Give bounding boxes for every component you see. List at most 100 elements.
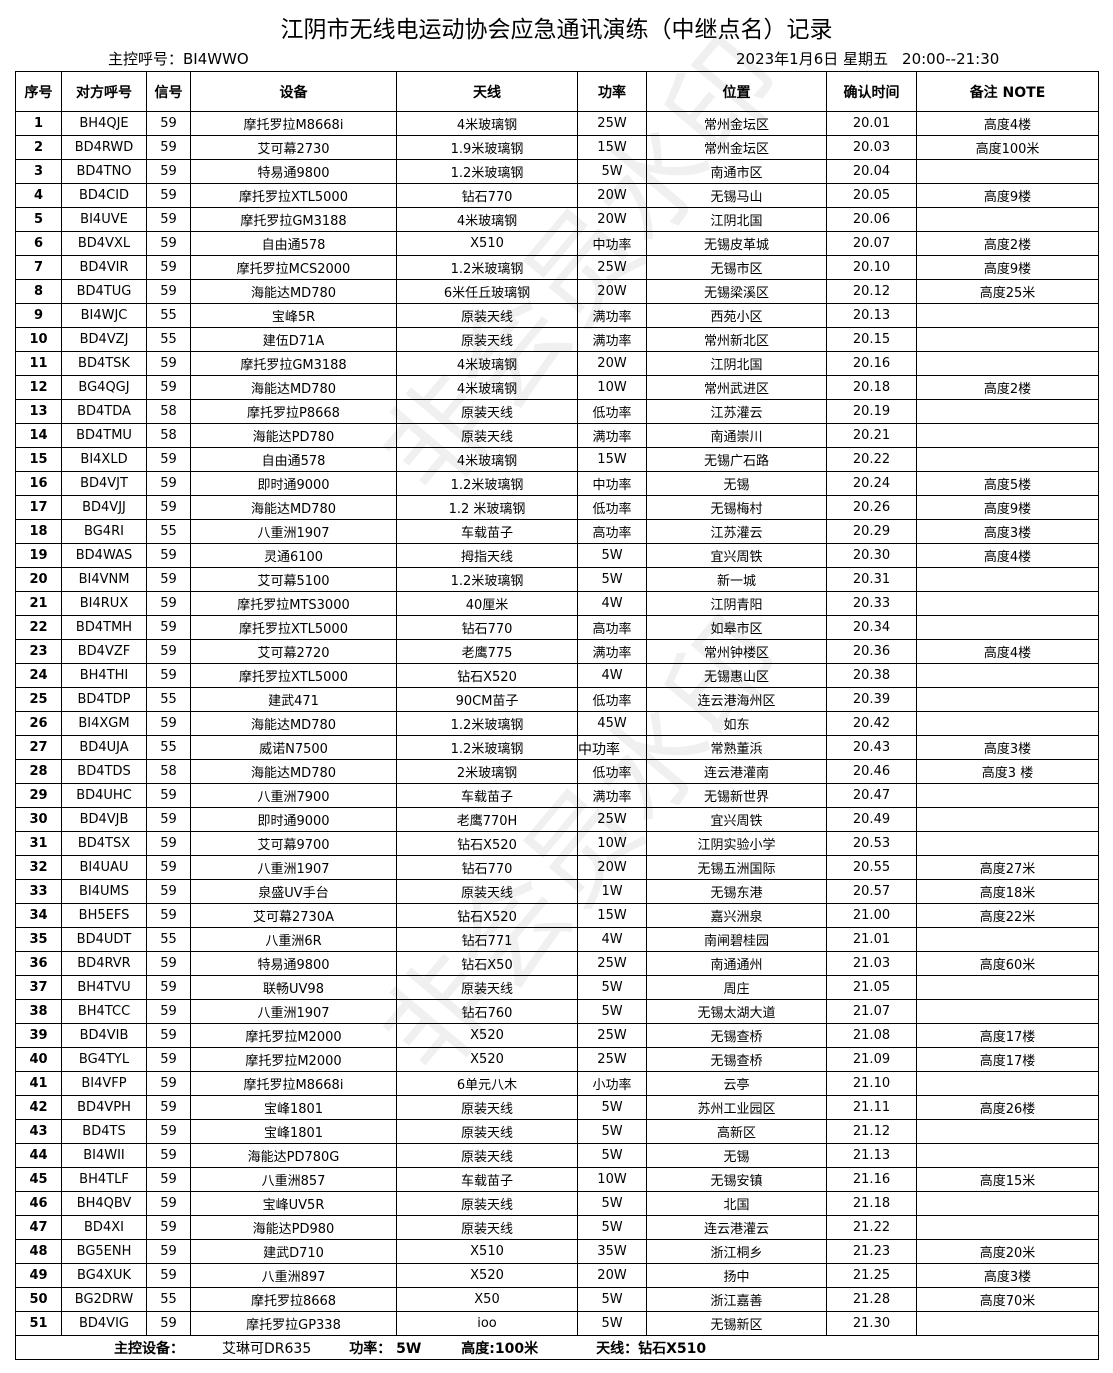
cell-callsign: BD4VZF xyxy=(61,639,147,664)
cell-note xyxy=(916,327,1099,352)
cell-antenna: 钻石770 xyxy=(396,183,578,208)
cell-antenna: 40厘米 xyxy=(396,591,578,616)
cell-equipment: 八重洲7900 xyxy=(190,783,397,808)
cell-power: 25W xyxy=(577,111,647,136)
cell-seq: 24 xyxy=(15,663,62,688)
cell-location: 北国 xyxy=(646,1191,827,1216)
cell-seq: 16 xyxy=(15,471,62,496)
cell-confirm-time: 20.49 xyxy=(826,807,917,832)
cell-power: 15W xyxy=(577,447,647,472)
table-row: 3 BD4TNO 59 特易通9800 1.2米玻璃钢 5W 南通市区 20.04 xyxy=(15,159,1099,184)
cell-callsign: BH4TVU xyxy=(61,975,147,1000)
cell-note: 高度9楼 xyxy=(916,495,1099,520)
cell-callsign: BI4WJC xyxy=(61,303,147,328)
cell-signal: 59 xyxy=(146,1095,191,1120)
cell-antenna: 原装天线 xyxy=(396,879,578,904)
cell-callsign: BD4VZJ xyxy=(61,327,147,352)
cell-location: 常州金坛区 xyxy=(646,111,827,136)
cell-signal: 59 xyxy=(146,279,191,304)
table-row: 46 BH4QBV 59 宝峰UV5R 原装天线 5W 北国 21.18 xyxy=(15,1191,1099,1216)
cell-note xyxy=(916,687,1099,712)
table-row: 2 BD4RWD 59 艾可幕2730 1.9米玻璃钢 15W 常州金坛区 20.03 高度10… xyxy=(15,135,1099,160)
cell-antenna: X50 xyxy=(396,1287,578,1312)
cell-location: 无锡太湖大道 xyxy=(646,999,827,1024)
column-header-signal: 信号 xyxy=(146,71,191,112)
cell-antenna: 车载苗子 xyxy=(396,519,578,544)
table-row: 21 BI4RUX 59 摩托罗拉MTS3000 40厘米 4W 江阴青阳 20.33 xyxy=(15,591,1099,616)
table-row: 15 BI4XLD 59 自由通578 4米玻璃钢 15W 无锡广石路 20.22 xyxy=(15,447,1099,472)
cell-callsign: BI4XLD xyxy=(61,447,147,472)
table-row: 17 BD4VJJ 59 海能达MD780 1.2 米玻璃钢 低功率 无锡梅村 20.26 高度… xyxy=(15,495,1099,520)
cell-callsign: BD4TMH xyxy=(61,615,147,640)
cell-callsign: BI4RUX xyxy=(61,591,147,616)
cell-antenna: 拇指天线 xyxy=(396,543,578,568)
cell-callsign: BD4RWD xyxy=(61,135,147,160)
cell-location: 江阴青阳 xyxy=(646,591,827,616)
cell-signal: 59 xyxy=(146,183,191,208)
cell-equipment: 泉盛UV手台 xyxy=(190,879,397,904)
cell-callsign: BD4TSK xyxy=(61,351,147,376)
cell-note: 高度5楼 xyxy=(916,471,1099,496)
cell-location: 江苏灌云 xyxy=(646,399,827,424)
cell-confirm-time: 20.47 xyxy=(826,783,917,808)
cell-antenna: 1.2米玻璃钢 xyxy=(396,567,578,592)
cell-signal: 59 xyxy=(146,951,191,976)
cell-power: 4W xyxy=(577,663,647,688)
cell-note xyxy=(916,159,1099,184)
cell-confirm-time: 21.10 xyxy=(826,1071,917,1096)
cell-callsign: BG4QGJ xyxy=(61,375,147,400)
cell-note xyxy=(916,591,1099,616)
cell-confirm-time: 21.09 xyxy=(826,1047,917,1072)
cell-location: 南闸碧桂园 xyxy=(646,927,827,952)
cell-equipment: 八重洲897 xyxy=(190,1263,397,1288)
cell-equipment: 海能达MD780 xyxy=(190,279,397,304)
cell-power: 10W xyxy=(577,1167,647,1192)
cell-callsign: BD4TNO xyxy=(61,159,147,184)
cell-power: 低功率 xyxy=(577,687,647,712)
cell-equipment: 灵通6100 xyxy=(190,543,397,568)
cell-power: 5W xyxy=(577,975,647,1000)
cell-antenna: 1.2米玻璃钢 xyxy=(396,711,578,736)
cell-note: 高度18米 xyxy=(916,879,1099,904)
cell-location: 云亭 xyxy=(646,1071,827,1096)
cell-antenna: X510 xyxy=(396,231,578,256)
cell-antenna: 原装天线 xyxy=(396,1095,578,1120)
cell-callsign: BD4TSX xyxy=(61,831,147,856)
table-row: 47 BD4XI 59 海能达PD980 原装天线 5W 连云港灌云 21.22 xyxy=(15,1215,1099,1240)
cell-callsign: BD4CID xyxy=(61,183,147,208)
column-header-equipment: 设备 xyxy=(190,71,397,112)
table-row: 31 BD4TSX 59 艾可幕9700 钻石X520 10W 江阴实验小学 20.53 xyxy=(15,831,1099,856)
cell-antenna: 1.2米玻璃钢 xyxy=(396,255,578,280)
cell-location: 无锡安镇 xyxy=(646,1167,827,1192)
table-row: 27 BD4UJA 55 威诺N7500 1.2米玻璃钢 中功率 常熟董浜 20.43 高度3楼 xyxy=(15,735,1099,760)
cell-power: 小功率 xyxy=(577,1071,647,1096)
cell-confirm-time: 20.05 xyxy=(826,183,917,208)
cell-location: 宜兴周铁 xyxy=(646,543,827,568)
table-row: 48 BG5ENH 59 建武D710 X510 35W 浙江桐乡 21.23 高度20米 xyxy=(15,1239,1099,1264)
cell-equipment: 宝峰UV5R xyxy=(190,1191,397,1216)
cell-confirm-time: 20.16 xyxy=(826,351,917,376)
cell-location: 浙江嘉善 xyxy=(646,1287,827,1312)
cell-antenna: 4米玻璃钢 xyxy=(396,111,578,136)
cell-location: 无锡 xyxy=(646,1143,827,1168)
cell-location: 西苑小区 xyxy=(646,303,827,328)
cell-note xyxy=(916,1119,1099,1144)
cell-callsign: BD4VJJ xyxy=(61,495,147,520)
cell-signal: 55 xyxy=(146,735,191,760)
cell-antenna: 4米玻璃钢 xyxy=(396,375,578,400)
cell-location: 江苏灌云 xyxy=(646,519,827,544)
cell-confirm-time: 20.07 xyxy=(826,231,917,256)
table-row: 11 BD4TSK 59 摩托罗拉GM3188 4米玻璃钢 20W 江阴北国 20.16 xyxy=(15,351,1099,376)
cell-power: 4W xyxy=(577,927,647,952)
table-row: 42 BD4VPH 59 宝峰1801 原装天线 5W 苏州工业园区 21.11 高度26楼 xyxy=(15,1095,1099,1120)
cell-antenna: 1.2米玻璃钢 xyxy=(396,735,578,760)
cell-power: 15W xyxy=(577,135,647,160)
cell-confirm-time: 21.07 xyxy=(826,999,917,1024)
cell-confirm-time: 20.26 xyxy=(826,495,917,520)
table-row: 51 BD4VIG 59 摩托罗拉GP338 ioo 5W 无锡新区 21.30 xyxy=(15,1311,1099,1336)
cell-callsign: BH4THI xyxy=(61,663,147,688)
cell-antenna: 钻石771 xyxy=(396,927,578,952)
table-row: 29 BD4UHC 59 八重洲7900 车载苗子 满功率 无锡新世界 20.47 xyxy=(15,783,1099,808)
cell-note: 高度4楼 xyxy=(916,111,1099,136)
cell-confirm-time: 20.55 xyxy=(826,855,917,880)
